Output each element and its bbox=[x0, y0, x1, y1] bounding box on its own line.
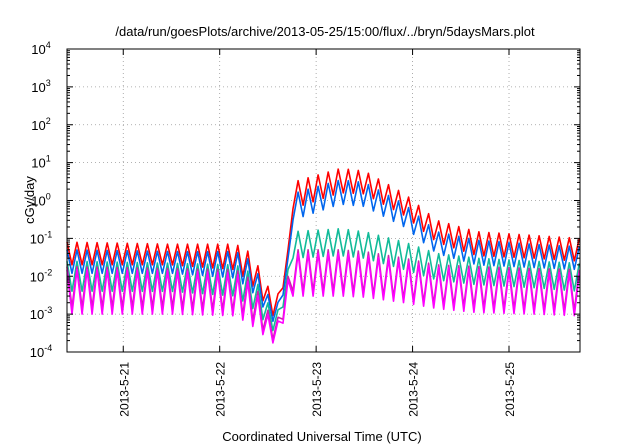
x-axis-label: Coordinated Universal Time (UTC) bbox=[222, 429, 421, 444]
chart-title: /data/run/goesPlots/archive/2013-05-25/1… bbox=[115, 24, 535, 39]
series-line bbox=[66, 179, 581, 323]
y-tick-label: 10-4 bbox=[30, 343, 52, 360]
series-line bbox=[66, 228, 581, 332]
x-axis-ticks: 2013-5-21 2013-5-22 2013-5-23 2013-5-24 2013… bbox=[117, 49, 517, 417]
x-tick-label: 2013-5-23 bbox=[310, 362, 324, 417]
y-tick-label: 10-2 bbox=[30, 267, 52, 284]
y-tick-label: 10-3 bbox=[30, 305, 52, 322]
series-line bbox=[66, 168, 581, 317]
y-tick-label: 10-1 bbox=[30, 229, 52, 246]
x-tick-label: 2013-5-22 bbox=[214, 362, 228, 417]
y-tick-label: 102 bbox=[31, 116, 50, 133]
series-group bbox=[66, 168, 581, 344]
y-tick-label: 103 bbox=[31, 78, 50, 95]
y-axis-ticks: 10-4 10-3 10-2 10-1 100 101 102 103 104 bbox=[30, 40, 580, 360]
x-tick-label: 2013-5-21 bbox=[117, 362, 131, 417]
x-tick-label: 2013-5-24 bbox=[407, 362, 421, 417]
y-axis-label: cGy/day bbox=[22, 176, 37, 224]
series-line bbox=[66, 252, 581, 344]
y-tick-label: 100 bbox=[31, 192, 50, 209]
x-tick-label: 2013-5-25 bbox=[503, 362, 517, 417]
y-tick-label: 104 bbox=[31, 40, 50, 57]
y-tick-label: 101 bbox=[31, 154, 50, 171]
